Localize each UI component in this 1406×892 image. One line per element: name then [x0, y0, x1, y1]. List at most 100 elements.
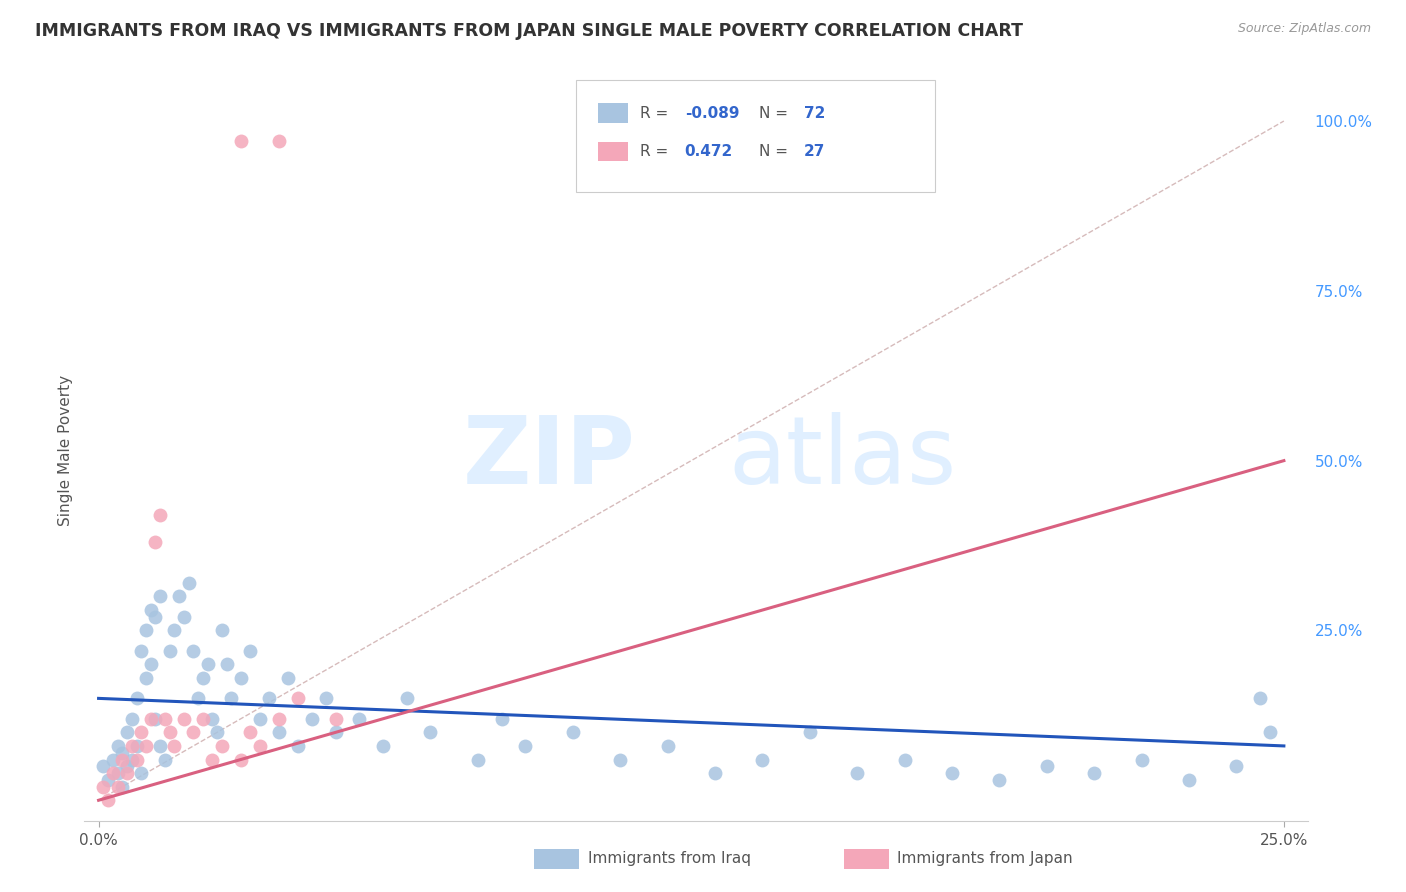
Point: [129, 766, 152, 780]
Point: [183, 644, 205, 658]
Point: [491, 712, 513, 726]
Point: [91, 759, 114, 773]
Point: [125, 752, 148, 766]
Point: [97, 772, 120, 787]
Text: 27: 27: [804, 145, 825, 159]
Point: [267, 712, 290, 726]
Point: [135, 739, 157, 753]
Text: 0.472: 0.472: [685, 145, 733, 159]
Point: [229, 752, 252, 766]
Point: [325, 712, 347, 726]
Point: [121, 739, 143, 753]
Text: N =: N =: [759, 106, 793, 120]
Text: Immigrants from Iraq: Immigrants from Iraq: [588, 851, 751, 865]
Point: [145, 712, 167, 726]
Point: [609, 752, 631, 766]
Point: [395, 691, 418, 706]
Point: [173, 610, 195, 624]
Point: [115, 725, 138, 739]
Point: [129, 725, 152, 739]
Point: [153, 752, 176, 766]
Point: [229, 671, 252, 685]
Point: [249, 739, 271, 753]
Point: [211, 739, 233, 753]
Point: [277, 671, 299, 685]
Point: [125, 739, 148, 753]
Point: [159, 725, 181, 739]
Text: ZIP: ZIP: [463, 412, 636, 504]
Point: [267, 725, 290, 739]
Point: [751, 752, 773, 766]
Point: [135, 624, 157, 638]
Point: [239, 725, 262, 739]
Point: [159, 644, 181, 658]
Text: -0.089: -0.089: [685, 106, 740, 120]
Point: [183, 725, 205, 739]
Point: [139, 712, 162, 726]
Point: [287, 739, 309, 753]
Point: [349, 712, 371, 726]
Point: [259, 691, 281, 706]
Point: [149, 508, 172, 522]
Point: [325, 725, 347, 739]
Point: [1083, 766, 1105, 780]
Point: [139, 603, 162, 617]
Text: Immigrants from Japan: Immigrants from Japan: [897, 851, 1073, 865]
Point: [101, 766, 124, 780]
Point: [287, 691, 309, 706]
Point: [515, 739, 537, 753]
Point: [91, 780, 114, 794]
Point: [149, 590, 172, 604]
Point: [561, 725, 583, 739]
Point: [111, 746, 134, 760]
Point: [201, 752, 224, 766]
Point: [173, 712, 195, 726]
Text: IMMIGRANTS FROM IRAQ VS IMMIGRANTS FROM JAPAN SINGLE MALE POVERTY CORRELATION CH: IMMIGRANTS FROM IRAQ VS IMMIGRANTS FROM …: [35, 22, 1024, 40]
Point: [205, 725, 228, 739]
Point: [941, 766, 963, 780]
Point: [145, 610, 167, 624]
Point: [1178, 772, 1201, 787]
Point: [153, 712, 176, 726]
Point: [97, 793, 120, 807]
Point: [107, 766, 129, 780]
Text: Source: ZipAtlas.com: Source: ZipAtlas.com: [1237, 22, 1371, 36]
Point: [1249, 691, 1271, 706]
Point: [149, 739, 172, 753]
Point: [135, 671, 157, 685]
Point: [187, 691, 209, 706]
Point: [229, 135, 252, 149]
Point: [988, 772, 1011, 787]
Point: [315, 691, 337, 706]
Text: R =: R =: [640, 106, 673, 120]
Point: [1225, 759, 1247, 773]
Point: [145, 535, 167, 549]
Point: [249, 712, 271, 726]
Point: [107, 739, 129, 753]
Point: [893, 752, 915, 766]
Point: [221, 691, 243, 706]
Point: [101, 752, 124, 766]
Point: [111, 752, 134, 766]
Point: [167, 590, 190, 604]
Point: [191, 712, 214, 726]
Point: [125, 691, 148, 706]
Point: [197, 657, 219, 672]
Point: [191, 671, 214, 685]
Point: [301, 712, 323, 726]
Point: [211, 624, 233, 638]
Point: [846, 766, 869, 780]
Point: [467, 752, 489, 766]
Text: 72: 72: [804, 106, 825, 120]
Point: [201, 712, 224, 726]
Point: [129, 644, 152, 658]
Point: [1258, 725, 1281, 739]
Point: [121, 712, 143, 726]
Point: [215, 657, 238, 672]
Y-axis label: Single Male Poverty: Single Male Poverty: [58, 375, 73, 526]
Point: [115, 759, 138, 773]
Point: [177, 575, 200, 590]
Point: [115, 766, 138, 780]
Point: [657, 739, 679, 753]
Point: [139, 657, 162, 672]
